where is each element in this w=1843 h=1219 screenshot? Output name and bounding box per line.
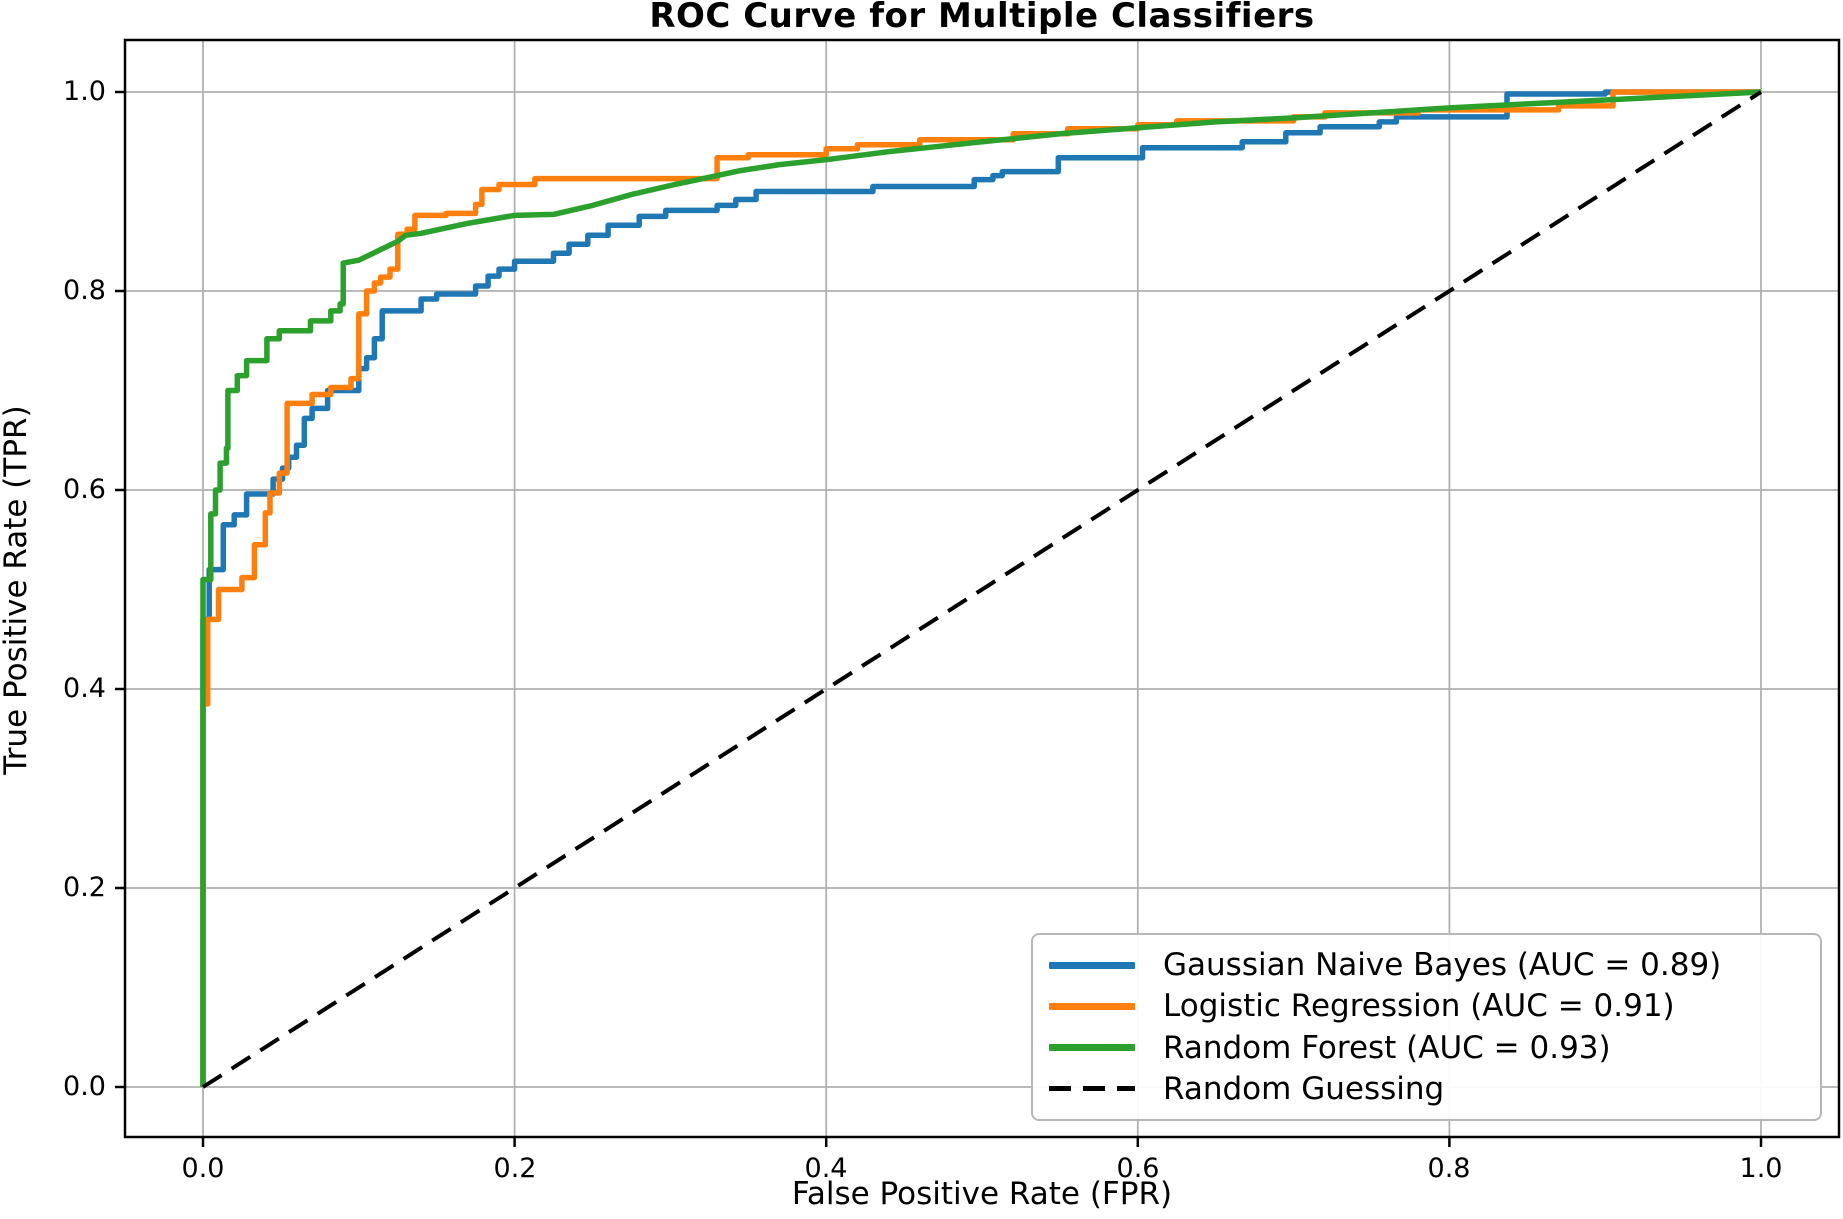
legend-line-random-forest [1049,1044,1135,1052]
curve-random-guessing [201,90,1763,1089]
legend-label-gaussian-naive-bayes: Gaussian Naive Bayes (AUC = 0.89) [1163,947,1722,983]
x-tick-label-2: 0.4 [804,1153,848,1184]
legend-label-logistic-regression: Logistic Regression (AUC = 0.91) [1163,988,1675,1025]
legend-label-random-forest: Random Forest (AUC = 0.93) [1163,1029,1611,1066]
y-tick-label-5: 1.0 [63,76,106,107]
x-tick-label-5: 1.0 [1739,1153,1783,1184]
y-tick-label-2: 0.4 [63,673,106,704]
x-axis-label: False Positive Rate (FPR) [791,1176,1173,1212]
legend-row-random-forest: Random Forest (AUC = 0.93) [1049,1028,1810,1068]
x-tick-label-3: 0.6 [1116,1153,1160,1184]
y-axis-label: True Positive Rate (TPR) [0,405,34,775]
legend-row-random-guessing: Random Guessing [1049,1069,1810,1109]
plot-border [123,38,1841,1139]
chart-title: ROC Curve for Multiple Classifiers [649,0,1315,36]
curve-logistic-regression [200,89,1761,1087]
y-tick-label-1: 0.2 [63,872,106,903]
legend: Gaussian Naive Bayes (AUC = 0.89) Logist… [1031,933,1822,1121]
y-tick-label-0: 0.0 [63,1071,106,1102]
legend-line-logistic-regression [1049,1002,1135,1010]
y-tick-label-3: 0.6 [63,474,106,505]
y-tick-label-4: 0.8 [63,275,106,306]
legend-line-random-guessing [1049,1086,1135,1092]
legend-row-gaussian-naive-bayes: Gaussian Naive Bayes (AUC = 0.89) [1049,945,1810,985]
x-tick-label-1: 0.2 [493,1153,537,1184]
legend-row-logistic-regression: Logistic Regression (AUC = 0.91) [1049,986,1810,1026]
curve-random-forest [200,89,1762,1087]
x-tick-label-4: 0.8 [1427,1153,1471,1184]
x-tick-label-0: 0.0 [181,1153,225,1184]
legend-line-gaussian-naive-bayes [1049,961,1135,969]
legend-label-random-guessing: Random Guessing [1163,1070,1445,1107]
